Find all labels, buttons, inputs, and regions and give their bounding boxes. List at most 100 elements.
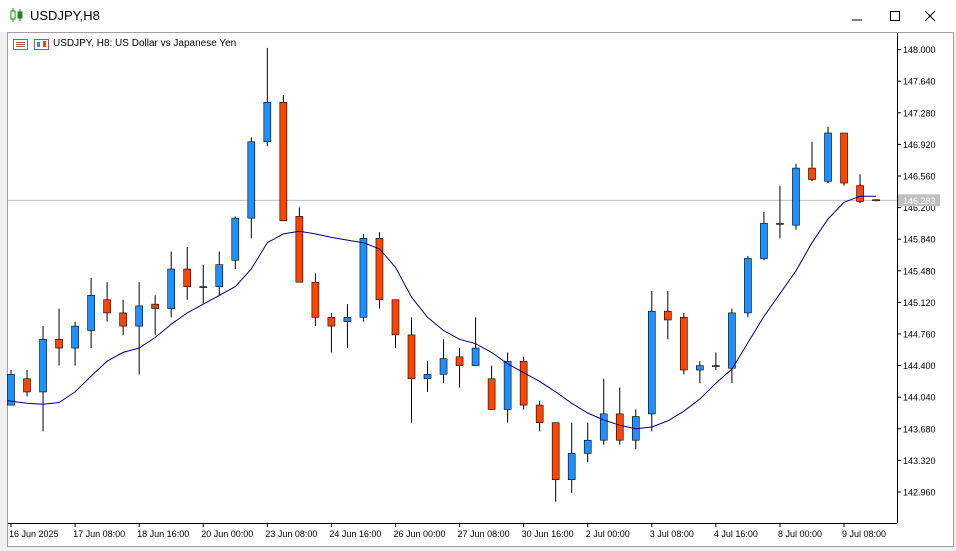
x-tick-label: 20 Jun 00:00	[201, 529, 253, 539]
x-tick-label: 23 Jun 08:00	[265, 529, 317, 539]
bull-candle	[471, 347, 480, 366]
y-tick-label: 146.200	[903, 203, 936, 213]
y-tick-label: 147.640	[903, 77, 936, 87]
bear-candle	[664, 310, 672, 321]
bull-candle	[503, 360, 512, 410]
y-tick-label: 145.840	[903, 235, 936, 245]
bull-candle	[567, 453, 576, 481]
bear-candle	[872, 199, 880, 201]
bull-candle	[423, 374, 432, 380]
y-tick-label: 144.400	[903, 361, 936, 371]
candlestick-chart-icon	[10, 8, 23, 27]
bull-candle	[760, 223, 768, 259]
x-tick-label: 17 Jun 08:00	[73, 529, 125, 539]
bull-candle	[39, 338, 47, 393]
current-price-label: 146.283	[903, 196, 936, 206]
y-tick-label: 142.960	[903, 488, 936, 498]
bear-candle	[551, 422, 560, 481]
current-price-tag	[898, 194, 940, 207]
bull-candle	[583, 439, 592, 454]
chart-list-icon[interactable]	[13, 37, 28, 55]
bull-candle	[359, 238, 368, 318]
x-tick-label: 4 Jul 16:00	[714, 529, 758, 539]
bear-candle	[407, 334, 416, 380]
bear-candle	[311, 281, 320, 318]
bear-candle	[55, 338, 63, 349]
bull-candle	[647, 310, 656, 415]
x-tick-label: 9 Jul 08:00	[842, 529, 886, 539]
y-tick-label: 144.760	[903, 330, 936, 340]
bear-candle	[295, 216, 304, 283]
bull-candle	[343, 317, 352, 323]
bear-candle	[519, 360, 528, 406]
bull-candle	[247, 141, 256, 219]
bear-candle	[327, 317, 336, 327]
y-tick-label: 144.040	[903, 393, 936, 403]
y-tick-label: 148.000	[903, 45, 936, 55]
bear-candle	[183, 268, 192, 287]
bear-candle	[279, 101, 288, 222]
bull-candle	[776, 223, 784, 225]
bull-candle	[712, 365, 720, 367]
bear-candle	[375, 238, 384, 301]
bull-candle	[744, 258, 752, 314]
bull-candle	[824, 132, 832, 182]
x-tick-label: 16 Jun 2025	[9, 529, 59, 539]
bear-candle	[391, 299, 400, 336]
x-tick-label: 24 Jun 16:00	[329, 529, 381, 539]
bear-candle	[119, 312, 127, 327]
chart-window[interactable]	[7, 32, 954, 547]
bull-candle	[263, 101, 272, 143]
bull-candle	[792, 167, 800, 226]
y-tick-label: 143.680	[903, 424, 936, 434]
bull-candle	[167, 268, 175, 309]
x-tick-label: 30 Jun 16:00	[522, 529, 574, 539]
x-tick-label: 27 Jun 08:00	[458, 529, 510, 539]
window-title: USDJPY,H8	[30, 8, 100, 23]
x-tick-label: 8 Jul 00:00	[778, 529, 822, 539]
bull-candle	[7, 374, 15, 406]
y-tick-label: 147.280	[903, 108, 936, 118]
x-tick-label: 18 Jun 16:00	[137, 529, 189, 539]
y-tick-label: 145.120	[903, 298, 936, 308]
bear-candle	[808, 167, 816, 180]
window-titlebar: USDJPY,H8	[0, 0, 956, 32]
chart-properties-icon[interactable]	[34, 37, 49, 55]
minimize-button[interactable]	[842, 2, 872, 30]
x-tick-label: 2 Jul 00:00	[586, 529, 630, 539]
moving-average-line	[7, 195, 877, 430]
bear-candle	[615, 413, 624, 441]
maximize-button[interactable]	[880, 2, 910, 30]
minimize-icon	[852, 19, 862, 21]
y-tick-label: 143.320	[903, 456, 936, 466]
close-button[interactable]	[915, 2, 945, 30]
bear-candle	[680, 317, 688, 371]
bear-candle	[455, 356, 464, 366]
bull-candle	[135, 305, 143, 327]
chart-title: USDJPY, H8: US Dollar vs Japanese Yen	[53, 38, 237, 49]
y-tick-label: 146.920	[903, 140, 936, 150]
y-tick-label: 145.480	[903, 266, 936, 276]
bear-candle	[856, 185, 864, 202]
bull-candle	[215, 264, 224, 287]
x-tick-label: 26 Jun 00:00	[393, 529, 445, 539]
bear-candle	[840, 132, 848, 184]
bear-candle	[535, 404, 544, 423]
close-icon	[924, 10, 936, 22]
bull-candle	[599, 413, 608, 441]
y-tick-label: 146.560	[903, 172, 936, 182]
bull-candle	[71, 325, 79, 349]
bull-candle	[199, 286, 208, 288]
bull-candle	[439, 358, 448, 375]
bull-candle	[87, 295, 95, 331]
bear-candle	[487, 378, 496, 410]
bear-candle	[151, 303, 159, 309]
x-tick-label: 3 Jul 08:00	[650, 529, 694, 539]
bull-candle	[728, 312, 736, 369]
bull-candle	[231, 217, 240, 261]
bull-candle	[696, 365, 704, 371]
bear-candle	[23, 378, 31, 393]
maximize-icon	[890, 11, 900, 21]
bear-candle	[103, 299, 111, 314]
